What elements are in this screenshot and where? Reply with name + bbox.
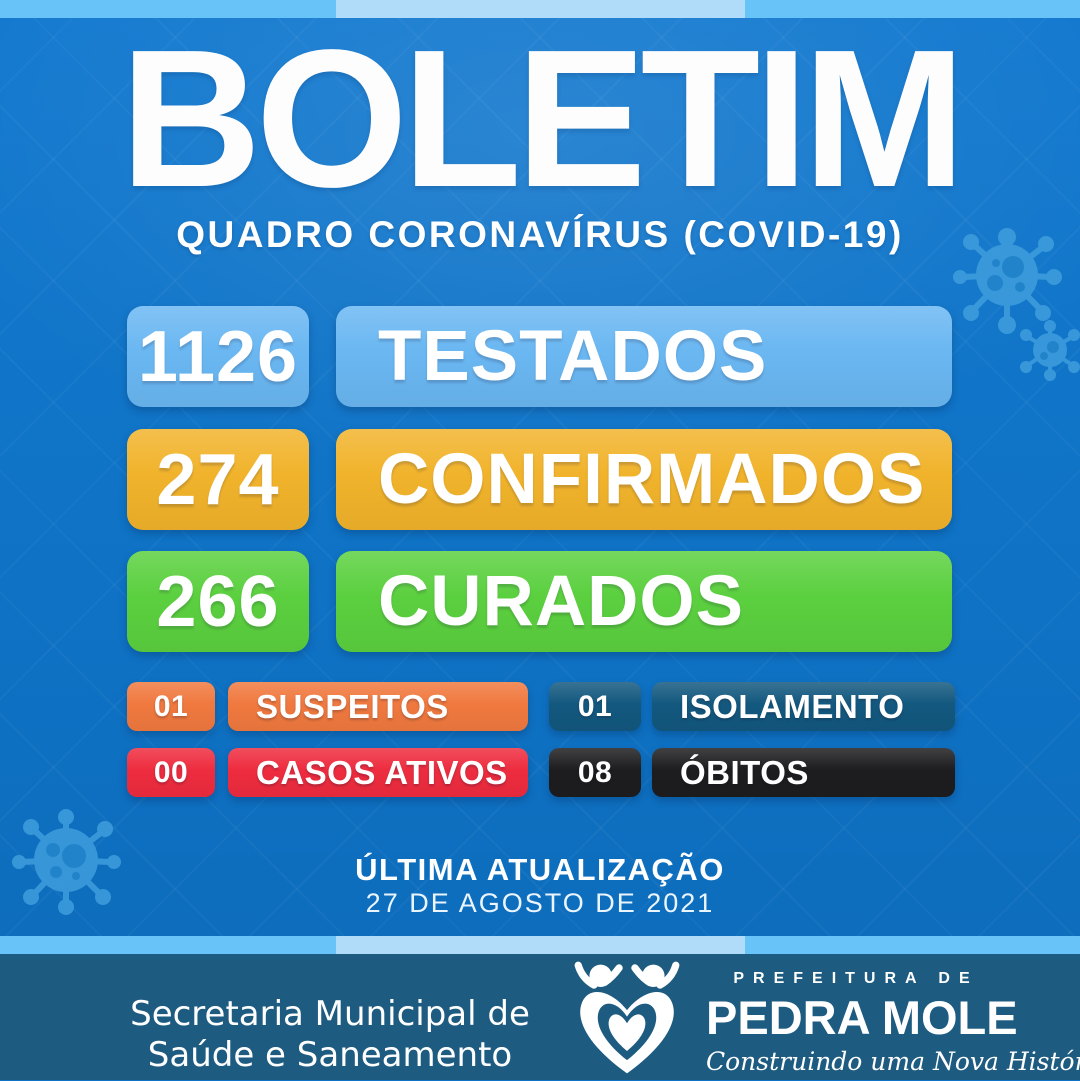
stat-label-isolamento: ISOLAMENTO [652,682,955,731]
stat-value-casos-ativos: 00 [127,748,215,797]
people-heart-icon [574,961,680,1074]
stat-label-suspeitos: SUSPEITOS [228,682,528,731]
stripe-segment [745,0,1080,18]
stat-label-curados: CURADOS [336,551,952,652]
stat-value-suspeitos: 01 [127,682,215,731]
page-subtitle: QUADRO CORONAVÍRUS (COVID-19) [176,214,904,255]
last-update-date: 27 DE AGOSTO DE 2021 [365,888,715,918]
stat-value-curados: 266 [127,551,309,652]
pedra-mole-logo-icon [560,960,694,1076]
stripe-segment [745,936,1080,954]
prefeitura-wordmark: PREFEITURA DE PEDRA MOLE Construindo uma… [706,970,1080,1076]
stat-label-casos-ativos: CASOS ATIVOS [228,748,528,797]
stripe-segment [0,0,336,18]
footer: Secretaria Municipal de Saúde e Saneamen… [0,954,1080,1080]
stat-value-testados: 1126 [127,306,309,407]
city-tagline: Construindo uma Nova História [706,1047,1080,1076]
stripe-segment [336,0,745,18]
department-line1: Secretaria Municipal de [130,994,530,1034]
stat-value-confirmados: 274 [127,429,309,530]
coronavirus-icon [12,809,121,915]
stat-label-confirmados: CONFIRMADOS [336,429,952,530]
department-name: Secretaria Municipal de Saúde e Saneamen… [100,994,560,1076]
city-name: PEDRA MOLE [706,991,1018,1044]
last-update-heading: ÚLTIMA ATUALIZAÇÃO [355,852,725,887]
bottom-accent-stripe [0,936,1080,954]
prefeitura-de-text: PREFEITURA DE [733,970,979,987]
department-line2: Saúde e Saneamento [147,1035,513,1075]
stat-value-isolamento: 01 [549,682,641,731]
coronavirus-icon [953,228,1080,381]
stripe-segment [336,936,745,954]
stat-value-obitos: 08 [549,748,641,797]
stat-label-testados: TESTADOS [336,306,952,407]
page-title: BOLETIM [120,9,966,228]
top-accent-stripe [0,0,1080,18]
stripe-segment [0,936,336,954]
stat-label-obitos: ÓBITOS [652,748,955,797]
